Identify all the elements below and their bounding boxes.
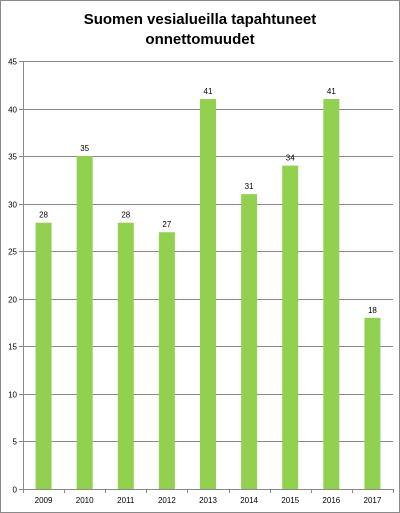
y-tick-label-5: 25 <box>8 248 17 257</box>
y-tick-label-6: 30 <box>8 201 17 210</box>
y-tick-label-0: 0 <box>13 486 18 495</box>
data-label-2010: 35 <box>80 144 89 153</box>
bar-2016 <box>323 99 340 490</box>
x-tick-label-2015: 2015 <box>281 496 299 505</box>
y-tick-label-3: 15 <box>8 343 17 352</box>
data-label-2009: 28 <box>39 211 48 220</box>
x-tick-label-2017: 2017 <box>364 496 382 505</box>
data-label-2014: 31 <box>245 182 254 191</box>
bar-2011 <box>117 222 134 489</box>
bar-2013 <box>200 99 216 490</box>
chart-title-line-2: onnettomuudet <box>145 31 255 48</box>
chart-title-line-1: Suomen vesialueilla tapahtuneet <box>83 11 317 28</box>
x-tick-label-2009: 2009 <box>35 496 53 505</box>
data-label-2012: 27 <box>162 220 171 229</box>
y-tick-label-8: 40 <box>8 106 17 115</box>
x-tick-label-2014: 2014 <box>240 496 258 505</box>
x-tick-label-2010: 2010 <box>76 496 94 505</box>
y-tick-label-2: 10 <box>8 391 17 400</box>
data-label-2011: 28 <box>121 211 130 220</box>
y-tick-label-9: 45 <box>8 58 17 67</box>
y-tick-label-7: 35 <box>8 153 17 162</box>
data-label-2013: 41 <box>204 87 213 96</box>
data-label-2017: 18 <box>368 306 377 315</box>
x-tick-label-2013: 2013 <box>199 496 217 505</box>
bar-2015 <box>282 165 299 489</box>
bar-2009 <box>35 222 52 489</box>
data-label-2015: 34 <box>286 154 295 163</box>
chart-title: Suomen vesialueilla tapahtuneet onnettom… <box>0 10 400 50</box>
x-tick-label-2012: 2012 <box>158 496 176 505</box>
data-label-2016: 41 <box>327 87 336 96</box>
x-tick-label-2016: 2016 <box>322 496 340 505</box>
bar-2017 <box>364 317 381 489</box>
y-tick-label-1: 5 <box>13 438 18 447</box>
bar-2014 <box>241 194 258 489</box>
bar-2012 <box>158 232 175 489</box>
x-tick-label-2011: 2011 <box>117 496 135 505</box>
bar-2010 <box>76 156 93 489</box>
y-tick-label-4: 20 <box>8 296 17 305</box>
